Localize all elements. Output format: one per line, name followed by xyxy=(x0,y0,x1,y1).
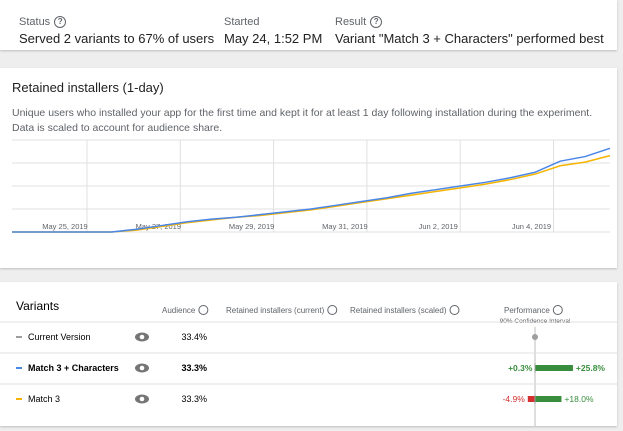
audience: 33.4% xyxy=(181,332,207,342)
ci-low-label: +0.3% xyxy=(508,363,533,373)
label-text: Status xyxy=(19,16,51,28)
label-text: Result xyxy=(335,16,367,28)
ci-positive xyxy=(535,365,573,371)
column-header: Performance xyxy=(504,306,550,315)
baseline-dot xyxy=(532,334,538,340)
result-value: Variant "Match 3 + Characters" performed… xyxy=(335,31,604,46)
variant-name: Current Version xyxy=(28,332,91,342)
x-tick-label: May 31, 2019 xyxy=(322,222,367,231)
x-tick-label: Jun 2, 2019 xyxy=(419,222,458,231)
help-icon[interactable] xyxy=(449,305,460,315)
status-value: Served 2 variants to 67% of users xyxy=(19,31,215,46)
column-header: Audience xyxy=(162,306,196,315)
result-label: Result? xyxy=(335,16,383,29)
variants-table: Variants Audience Retained installers (cur… xyxy=(0,299,617,426)
audience: 33.3% xyxy=(181,363,207,373)
variant-name: Match 3 + Characters xyxy=(28,363,119,373)
audience: 33.3% xyxy=(181,394,207,404)
column-header: Retained installers (current) xyxy=(226,306,325,315)
started-value: May 24, 1:52 PM xyxy=(224,31,323,46)
variants-card: Variants Audience Retained installers (cur… xyxy=(0,282,617,426)
x-tick-label: May 25, 2019 xyxy=(42,222,87,231)
line-chart: May 25, 2019 May 27, 2019 May 29, 2019 May … xyxy=(12,139,611,233)
eye-pupil xyxy=(139,396,145,402)
status-label: Status? xyxy=(19,16,67,29)
help-icon[interactable] xyxy=(552,305,563,315)
help-icon[interactable]: ? xyxy=(370,16,383,29)
help-icon[interactable] xyxy=(198,305,209,315)
chart-subtitle: Unique users who installed your app for … xyxy=(12,107,593,134)
series-line xyxy=(12,154,611,233)
visibility-toggle[interactable] xyxy=(135,394,149,404)
table-title: Variants xyxy=(16,299,59,313)
visibility-toggle[interactable] xyxy=(135,363,149,373)
x-tick-label: May 29, 2019 xyxy=(229,222,274,231)
ci-low-label: -4.9% xyxy=(503,394,526,404)
column-header: Retained installers (scaled) xyxy=(350,306,447,315)
ci-negative xyxy=(527,396,535,402)
ci-high-label: +25.8% xyxy=(576,363,606,373)
x-tick-label: Jun 4, 2019 xyxy=(512,222,551,231)
series-line xyxy=(12,147,611,233)
ci-positive xyxy=(535,396,562,402)
chart-title: Retained installers (1-day) xyxy=(12,80,164,95)
chart-card: Retained installers (1-day) Unique users… xyxy=(0,68,617,268)
help-icon[interactable] xyxy=(327,305,338,315)
eye-pupil xyxy=(139,334,145,340)
eye-pupil xyxy=(139,365,145,371)
variant-name: Match 3 xyxy=(28,394,60,404)
summary-card: Status? Served 2 variants to 67% of user… xyxy=(0,0,617,50)
help-icon[interactable]: ? xyxy=(54,16,67,29)
visibility-toggle[interactable] xyxy=(135,332,149,342)
started-label: Started xyxy=(224,16,260,28)
ci-high-label: +18.0% xyxy=(564,394,594,404)
